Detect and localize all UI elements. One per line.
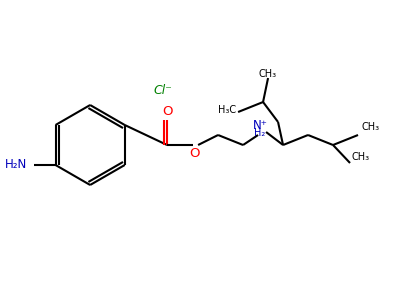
- Text: H₂: H₂: [254, 128, 266, 138]
- Text: CH₃: CH₃: [259, 69, 277, 79]
- Text: N⁺: N⁺: [253, 118, 268, 131]
- Text: H₂N: H₂N: [5, 158, 28, 172]
- Text: CH₃: CH₃: [351, 152, 369, 162]
- Text: Cl⁻: Cl⁻: [154, 83, 172, 97]
- Text: O: O: [189, 148, 199, 160]
- Text: H₃C: H₃C: [218, 105, 236, 115]
- Text: O: O: [162, 104, 172, 118]
- Text: CH₃: CH₃: [361, 122, 379, 132]
